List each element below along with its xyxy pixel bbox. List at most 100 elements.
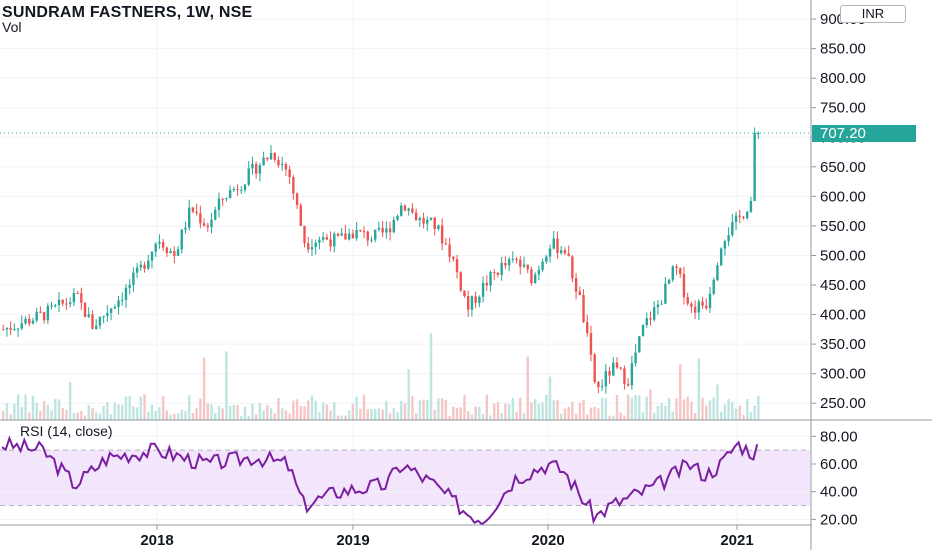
candle[interactable] [738,215,741,217]
candle[interactable] [31,320,35,324]
candle[interactable] [612,362,615,376]
candle[interactable] [641,325,645,337]
candle[interactable] [381,227,384,233]
candle[interactable] [169,251,172,254]
candle[interactable] [474,296,477,303]
candle[interactable] [91,314,94,329]
candle[interactable] [723,241,727,249]
candle[interactable] [318,239,321,243]
candle[interactable] [649,318,652,320]
candle[interactable] [2,329,5,331]
candle[interactable] [630,363,634,386]
candle[interactable] [288,169,291,178]
candle[interactable] [195,211,198,214]
candle[interactable] [426,219,429,224]
time-axis[interactable]: 2018 2019 2020 2021 [140,525,754,549]
candle[interactable] [705,305,708,309]
candle[interactable] [600,386,604,388]
candle[interactable] [266,157,269,160]
candle[interactable] [87,314,90,317]
candle[interactable] [370,239,373,241]
candle[interactable] [180,229,183,250]
candle[interactable] [645,318,648,326]
candle[interactable] [597,382,600,387]
candle[interactable] [68,302,72,304]
candle[interactable] [716,265,719,280]
candle[interactable] [541,261,544,270]
candle[interactable] [574,278,578,292]
candle[interactable] [154,243,157,252]
candle[interactable] [712,279,715,294]
candle[interactable] [507,259,511,266]
candle[interactable] [325,236,329,240]
candle[interactable] [217,198,221,210]
candle[interactable] [42,312,46,321]
candle[interactable] [202,223,206,226]
candle[interactable] [671,266,674,280]
candle[interactable] [496,272,500,275]
candle[interactable] [221,198,224,200]
candle[interactable] [377,227,381,230]
candle[interactable] [545,256,548,262]
candle[interactable] [586,322,589,334]
candle[interactable] [336,233,340,236]
candle[interactable] [418,218,422,221]
candle[interactable] [701,301,704,306]
candle[interactable] [753,133,756,202]
candle[interactable] [206,225,209,228]
candle[interactable] [734,215,738,222]
candle[interactable] [452,256,455,260]
candle[interactable] [388,228,392,233]
candle[interactable] [563,250,567,254]
candle[interactable] [292,177,295,194]
candle[interactable] [403,205,407,211]
candle[interactable] [500,262,503,275]
candle[interactable] [440,225,444,244]
candle[interactable] [682,273,686,298]
candle[interactable] [414,212,418,221]
candle[interactable] [560,250,563,254]
candle[interactable] [742,216,745,219]
candle[interactable] [626,383,630,386]
candle[interactable] [61,299,64,304]
candle[interactable] [608,371,611,376]
candle[interactable] [228,189,232,198]
candle[interactable] [333,233,336,247]
candle[interactable] [455,259,459,273]
candle[interactable] [13,329,16,331]
candle[interactable] [593,354,596,383]
candle[interactable] [117,300,120,308]
candle[interactable] [515,258,518,260]
candle[interactable] [121,299,124,301]
candle[interactable] [188,207,191,228]
candle[interactable] [147,260,150,269]
candle[interactable] [247,168,250,185]
candle[interactable] [199,213,202,224]
candle[interactable] [746,211,749,219]
candle[interactable] [485,282,488,286]
candle[interactable] [109,308,113,313]
candle[interactable] [165,247,169,254]
candle[interactable] [344,233,347,240]
candle[interactable] [530,269,533,284]
candle[interactable] [24,318,27,324]
candle[interactable] [708,293,712,309]
candle[interactable] [693,306,697,313]
candle[interactable] [690,303,693,307]
candle[interactable] [236,189,239,191]
candle[interactable] [757,133,760,135]
candle[interactable] [310,247,314,250]
candle[interactable] [567,253,570,257]
symbol-title[interactable]: SUNDRAM FASTNERS, 1W, NSE [2,4,253,21]
candle[interactable] [161,241,165,248]
candle[interactable] [124,287,128,300]
candle[interactable] [321,236,325,240]
candle[interactable] [615,362,619,368]
candle[interactable] [548,248,552,257]
candle[interactable] [83,302,87,317]
candle[interactable] [128,284,131,288]
candle[interactable] [422,218,425,224]
candle[interactable] [95,325,98,329]
candle[interactable] [623,368,626,384]
candle[interactable] [526,264,529,270]
